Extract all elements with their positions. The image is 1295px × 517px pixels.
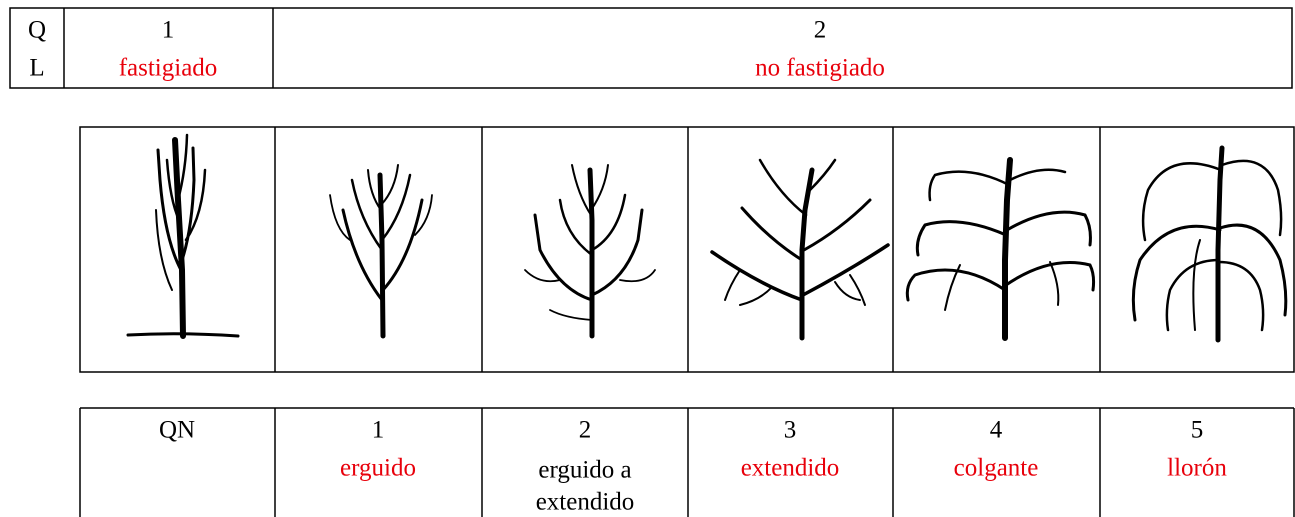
- label: erguido a: [538, 457, 631, 484]
- number: 1: [162, 17, 175, 44]
- number: 1: [372, 417, 385, 444]
- code: Q: [28, 17, 46, 44]
- label: fastigiado: [119, 55, 218, 82]
- code: L: [29, 55, 44, 82]
- ql-table-border: [9, 7, 1293, 89]
- image-row: [79, 126, 1295, 373]
- number: 4: [990, 417, 1003, 444]
- code: QN: [159, 417, 195, 444]
- qn-table: QN 1 erguido 2 erguido a extendido 3 ext…: [79, 407, 1295, 517]
- ql-table: Q L 1 fastigiado 2 no fastigiado: [9, 7, 1293, 89]
- number: 3: [784, 417, 797, 444]
- tree-erguido: [329, 164, 433, 339]
- label: no fastigiado: [755, 55, 885, 82]
- number: 5: [1191, 417, 1204, 444]
- tree-fastigiado: [126, 133, 240, 339]
- tree-colgante: [905, 157, 1096, 341]
- number: 2: [814, 17, 827, 44]
- label: llorón: [1167, 455, 1227, 482]
- tree-lloron: [1131, 145, 1288, 343]
- tree-extendido: [710, 158, 890, 341]
- image-row-border: [79, 126, 1295, 373]
- tree-erguido-extendido: [524, 164, 656, 339]
- label: colgante: [954, 455, 1039, 482]
- label: erguido: [340, 455, 416, 482]
- label: extendido: [741, 455, 840, 482]
- number: 2: [579, 417, 592, 444]
- label: extendido: [536, 489, 635, 516]
